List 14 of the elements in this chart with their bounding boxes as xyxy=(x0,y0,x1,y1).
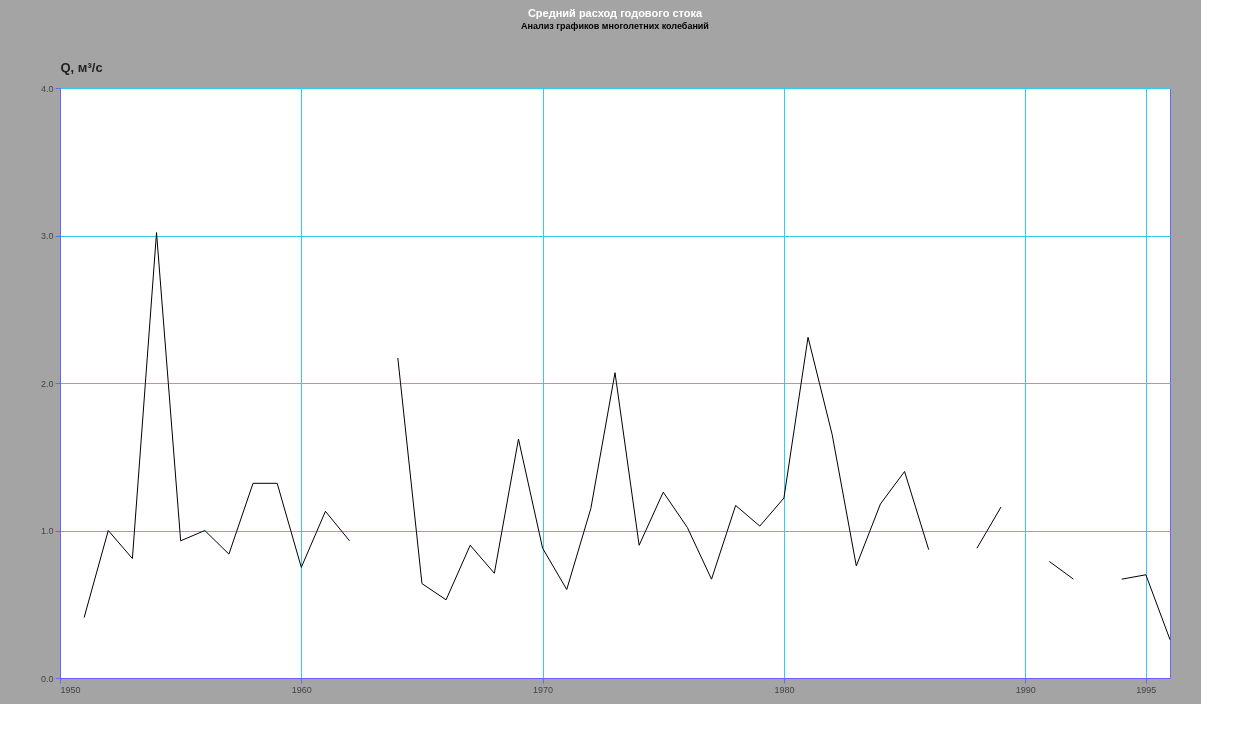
y-tick-label: 4.0 xyxy=(40,83,54,94)
y-tick-label: 1.0 xyxy=(40,526,54,536)
x-tick-label: 1990 xyxy=(1015,684,1036,695)
x-tick-label: 1970 xyxy=(533,684,554,695)
x-tick-label: 1950 xyxy=(60,684,81,695)
y-tick-label: 0.0 xyxy=(40,673,54,684)
x-tick-label: 1980 xyxy=(774,684,795,695)
x-tick-label: 1960 xyxy=(291,684,312,695)
y-tick-label: 2.0 xyxy=(40,378,54,389)
chart-subtitle: Анализ графиков многолетних колебаний xyxy=(521,21,709,31)
chart-title: Средний расход годового стока xyxy=(527,7,703,19)
y-tick-label: 3.0 xyxy=(40,231,54,241)
y-axis-title: Q, м³/с xyxy=(60,59,103,75)
x-tick-label: 1995 xyxy=(1136,684,1157,695)
